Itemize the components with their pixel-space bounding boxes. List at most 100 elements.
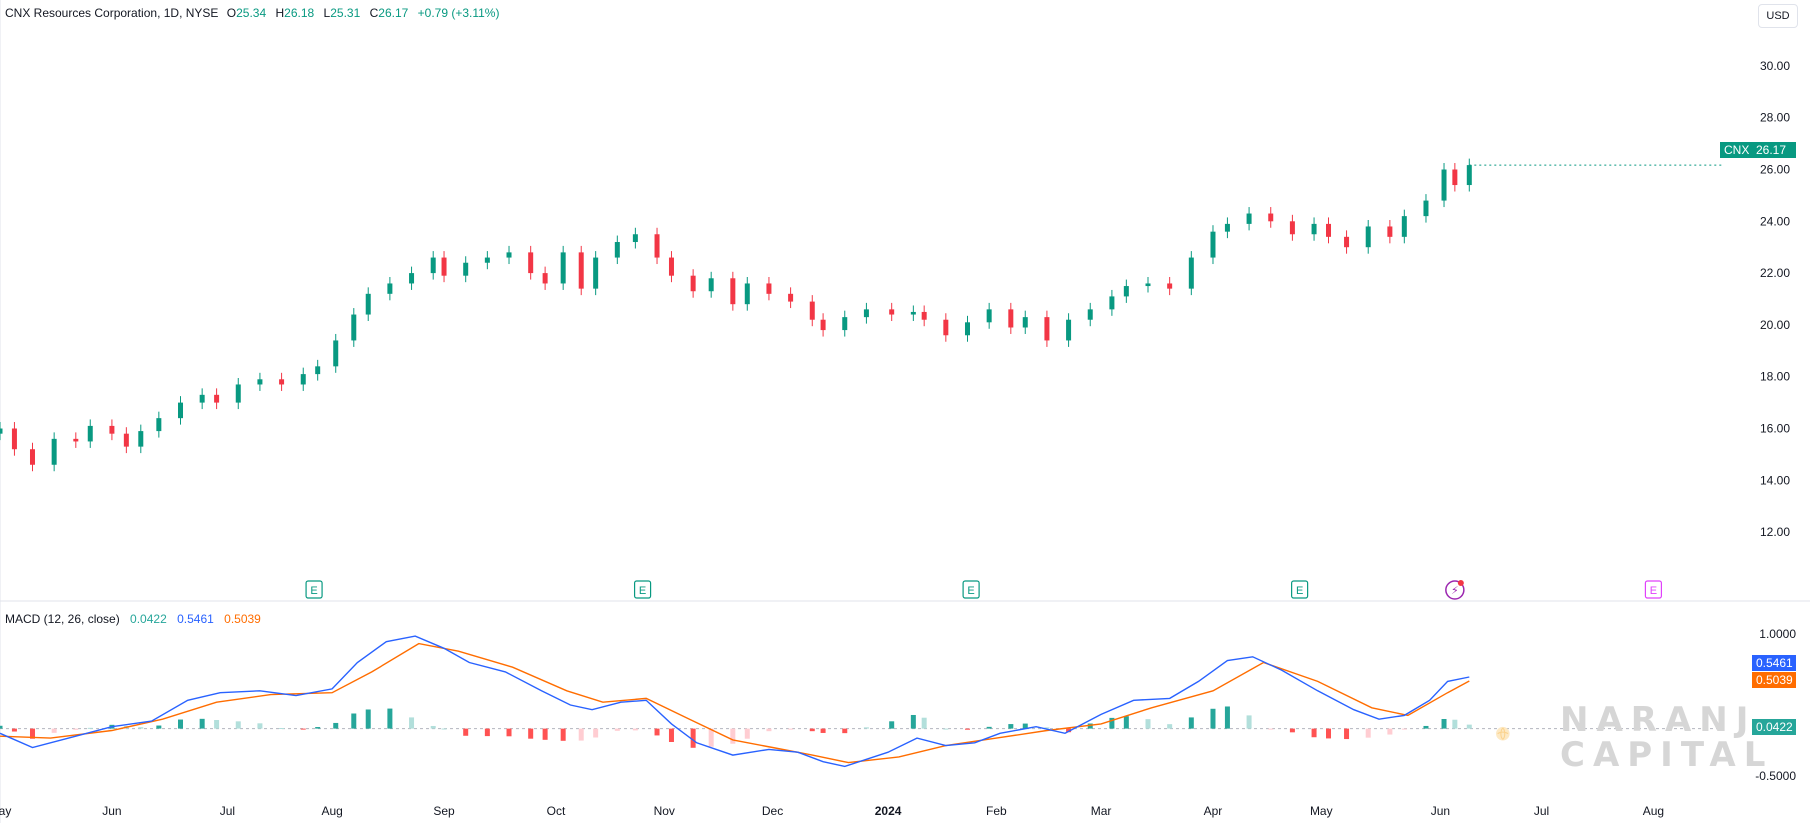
macd-histogram-bar [1387, 728, 1393, 735]
macd-histogram-bar [1268, 728, 1274, 730]
candle-body [863, 309, 869, 318]
candle-body [654, 234, 660, 258]
candle-body [1423, 200, 1429, 217]
candle-body [964, 322, 970, 336]
flash-event-glyph: ⚡ [1451, 584, 1459, 597]
macd-title[interactable]: MACD (12, 26, close) [5, 612, 120, 626]
macd-histogram-bar [333, 722, 339, 729]
macd-histogram-bar [315, 727, 321, 729]
macd-histogram-bar [387, 708, 393, 729]
earnings-marker-icon [962, 580, 980, 599]
macd-histogram-bar [528, 728, 534, 739]
macd-histogram-bar [542, 728, 548, 740]
candle-body [1109, 296, 1115, 310]
candle-body [178, 402, 184, 419]
price-tick-label: 12.00 [1760, 525, 1790, 539]
candle-body [528, 252, 534, 274]
high-value: 26.18 [284, 6, 315, 20]
macd-histogram-bar [1452, 719, 1458, 729]
candle-body [300, 374, 306, 385]
macd-histogram-bar [1365, 728, 1371, 738]
macd-histogram-bar [257, 723, 263, 729]
candle-body [668, 257, 674, 276]
candle-body [1268, 213, 1274, 222]
macd-histogram-bar [820, 728, 826, 733]
candle-body [820, 319, 826, 331]
earnings-marker-label: E [967, 585, 974, 597]
candle-body [387, 283, 393, 294]
macd-histogram-bar [708, 728, 714, 747]
symbol-title[interactable]: CNX Resources Corporation, 1D, NYSE [5, 6, 219, 20]
macd-histogram-bar [788, 728, 794, 730]
price-tick-label: 22.00 [1760, 266, 1790, 280]
macd-histogram-bar [300, 728, 306, 730]
candle-body [1326, 223, 1332, 237]
candle-body [1452, 169, 1458, 186]
price-tag-value: 26.17 [1752, 142, 1796, 158]
macd-tick-label: -0.5000 [1755, 769, 1796, 783]
price-tick-label: 18.00 [1760, 370, 1790, 384]
macd-histogram-bar [766, 728, 772, 732]
macd-histogram-bar [73, 728, 79, 730]
candle-body [1044, 317, 1050, 341]
macd-tick-label: 1.0000 [1759, 627, 1796, 641]
candle-body [29, 449, 35, 465]
candle-body [1344, 236, 1350, 248]
macd-histogram-bar [463, 728, 469, 736]
macd-histogram-bar [614, 728, 620, 731]
candle-body [730, 278, 736, 305]
price-tag-symbol: CNX [1720, 142, 1754, 158]
time-tick-label: Jul [1534, 804, 1549, 818]
candle-body [1311, 223, 1317, 235]
macd-histogram-bar [1022, 723, 1028, 729]
watermark-line1: NARANJ [1560, 700, 1757, 740]
candle-body [542, 273, 548, 284]
candle-body [156, 418, 162, 432]
candle-body [1387, 226, 1393, 237]
open-value: 25.34 [236, 6, 267, 20]
candle-body [1246, 213, 1252, 224]
macd-histogram-bar [863, 727, 869, 729]
macd-histogram-bar [986, 726, 992, 729]
candle-body [1210, 231, 1216, 258]
candle-body [1365, 226, 1371, 248]
candle-body [333, 340, 339, 367]
macd-histogram-bar [0, 725, 3, 729]
candle-body [986, 309, 992, 323]
candle-body [109, 425, 115, 434]
macd-histogram-bar [51, 728, 57, 733]
candle-body [1466, 165, 1472, 186]
macd-histogram-bar [156, 725, 162, 729]
macd-histogram-bar [889, 721, 895, 729]
macd-legend: MACD (12, 26, close) 0.0422 0.5461 0.503… [5, 612, 268, 626]
candle-body [351, 314, 357, 341]
macd-histogram-bar [1423, 725, 1429, 729]
macd-histogram-bar [351, 713, 357, 729]
time-tick-label: Aug [1643, 804, 1664, 818]
macd-histogram-bar [744, 728, 750, 739]
price-axis[interactable]: 30.00 28.00 26.00 24.00 22.00 20.00 18.00 16.00… [1760, 59, 1790, 539]
candle-body [199, 394, 205, 403]
macd-histogram-bar [199, 718, 205, 729]
macd-histogram-bar [1188, 717, 1194, 729]
time-axis[interactable]: May Jun Jul Aug Sep Oct Nov Dec 2024 Feb Mar Apr May… [0, 804, 1664, 818]
macd-histogram-bar [409, 717, 415, 729]
macd-histogram-bar [730, 728, 736, 744]
macd-histogram-bar [506, 728, 512, 737]
time-tick-label: Feb [986, 804, 1007, 818]
macd-histogram-bar [578, 728, 584, 741]
candle-body [614, 242, 620, 258]
time-tick-label: Aug [321, 804, 342, 818]
macd-signal-line [0, 642, 1470, 764]
low-label: L [323, 6, 331, 20]
macd-histogram-bar [138, 727, 144, 729]
macd-histogram-bar [29, 728, 35, 739]
currency-button[interactable]: USD [1758, 4, 1798, 28]
high-label: H [275, 6, 285, 20]
close-label: C [369, 6, 379, 20]
time-tick-label: Jun [1431, 804, 1450, 818]
candle-body [1167, 283, 1173, 289]
candle-body [1123, 286, 1129, 297]
